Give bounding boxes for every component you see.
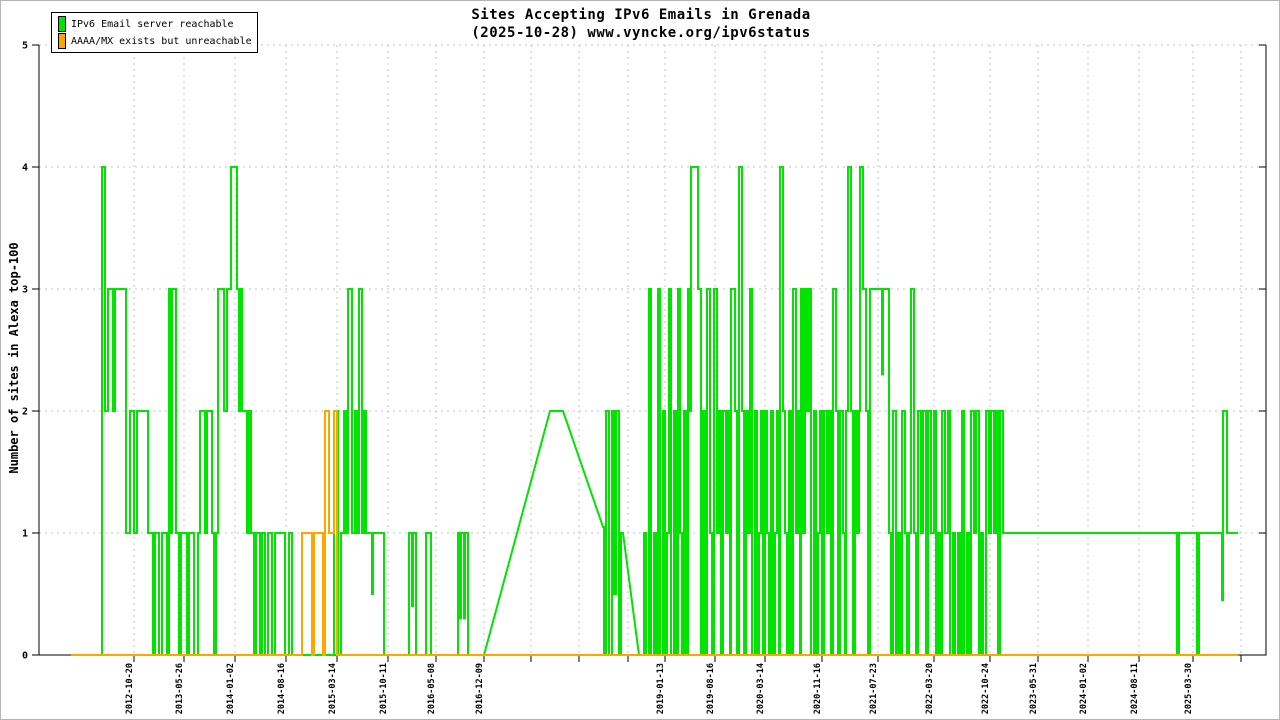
- legend-item-reachable: IPv6 Email server reachable: [52, 16, 257, 32]
- x-tick-label: 2015-10-11: [379, 663, 389, 714]
- x-tick-label: 2020-11-16: [813, 663, 823, 714]
- x-tick-label: 2021-07-23: [869, 663, 879, 714]
- x-tick-label: 2013-05-26: [175, 663, 185, 714]
- x-tick-label: 2022-10-24: [981, 663, 991, 714]
- x-tick-label: 2023-05-31: [1029, 663, 1039, 714]
- legend-label-unreachable: AAAA/MX exists but unreachable: [71, 35, 252, 47]
- y-tick-label: 5: [22, 41, 28, 52]
- green-swatch-icon: [58, 16, 66, 32]
- chart-title: Sites Accepting IPv6 Emails in Grenada (…: [1, 6, 1279, 42]
- legend-label-reachable: IPv6 Email server reachable: [71, 18, 234, 30]
- x-tick-label: 2014-08-16: [277, 663, 287, 714]
- orange-swatch-icon: [58, 33, 66, 49]
- legend: IPv6 Email server reachable AAAA/MX exis…: [51, 12, 258, 53]
- x-tick-label: 2025-03-30: [1184, 663, 1194, 714]
- x-tick-label: 2016-05-08: [427, 663, 437, 714]
- x-tick-label: 2014-01-02: [226, 663, 236, 714]
- x-tick-label: 2024-01-02: [1079, 663, 1089, 714]
- x-tick-label: 2022-03-20: [925, 663, 935, 714]
- x-tick-label: 2012-10-20: [125, 663, 135, 714]
- y-tick-label: 4: [22, 163, 28, 174]
- legend-item-unreachable: AAAA/MX exists but unreachable: [52, 33, 257, 49]
- x-tick-label: 2015-03-14: [328, 663, 338, 714]
- chart-title-line2: (2025-10-28) www.vyncke.org/ipv6status: [471, 25, 811, 41]
- y-tick-label: 0: [22, 651, 28, 662]
- x-tick-label: 2020-03-14: [756, 663, 766, 714]
- x-tick-label: 2019-08-16: [706, 663, 716, 714]
- y-tick-label: 2: [22, 407, 28, 418]
- y-tick-label: 1: [22, 529, 28, 540]
- y-tick-label: 3: [22, 285, 28, 296]
- x-tick-label: 2019-01-13: [656, 663, 666, 714]
- x-tick-label: 2016-12-09: [475, 663, 485, 714]
- x-tick-label: 2024-08-11: [1130, 663, 1140, 714]
- series-line-aaaa-mx-unreachable: [71, 410, 1238, 656]
- chart-title-line1: Sites Accepting IPv6 Emails in Grenada: [471, 7, 811, 23]
- series-line-ipv6-reachable: [71, 166, 1238, 656]
